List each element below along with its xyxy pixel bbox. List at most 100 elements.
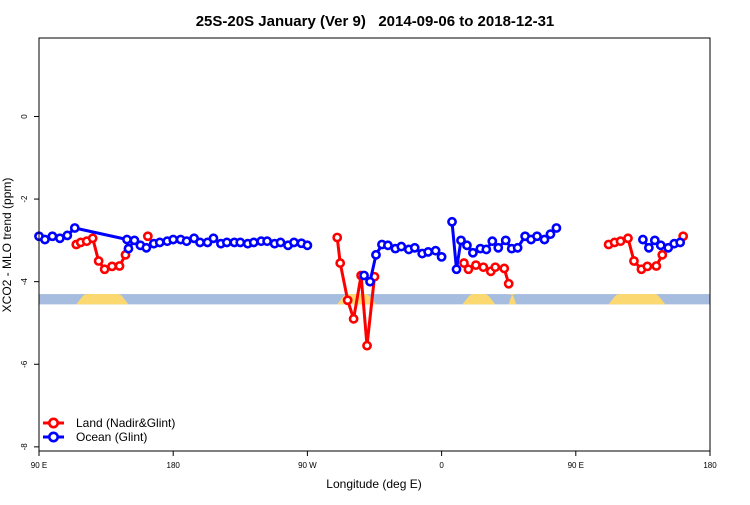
data-point [195, 237, 205, 248]
data-point [643, 242, 654, 253]
legend-marker [47, 417, 59, 429]
data-point [551, 223, 562, 233]
data-point [638, 234, 648, 245]
data-point [651, 261, 662, 271]
data-point [235, 237, 246, 248]
y-tick-label: -2 [20, 195, 29, 203]
data-point [462, 240, 472, 251]
y-axis: 0 -2 -4 -6 -8 [20, 114, 39, 451]
data-point [615, 236, 626, 247]
data-point [342, 295, 353, 306]
y-tick-label: -8 [20, 443, 29, 451]
data-point [545, 229, 556, 240]
data-point [478, 262, 489, 273]
data-point [459, 258, 469, 268]
x-axis-label: Longitude (deg E) [326, 477, 421, 491]
data-point [409, 242, 420, 253]
y-axis-label: XCO2 - MLO trend (ppm) [0, 178, 14, 313]
data-point [396, 241, 407, 252]
data-point [655, 240, 666, 251]
data-point [40, 234, 50, 245]
data-point [129, 235, 140, 246]
data-point [62, 230, 73, 241]
data-point [141, 242, 152, 253]
data-point [262, 236, 273, 247]
data-point [430, 245, 441, 256]
series-1 [34, 216, 686, 287]
data-point [383, 240, 393, 251]
x-tick-label: 180 [167, 461, 181, 470]
data-point [93, 256, 104, 266]
data-point [87, 233, 98, 244]
band-land [76, 294, 129, 305]
series-layer [34, 216, 689, 351]
data-point [463, 264, 474, 275]
data-point [642, 261, 653, 272]
plot-frame [38, 37, 711, 452]
data-point [468, 247, 478, 258]
x-tick-label: 180 [703, 461, 717, 470]
series-0 [71, 231, 689, 351]
legend: Land (Nadir&Glint)Ocean (Glint) [43, 416, 175, 444]
data-point [447, 216, 457, 227]
data-point [451, 264, 462, 275]
x-axis: 90 E 180 90 W 0 90 E 180 [31, 451, 717, 470]
data-point [649, 235, 660, 246]
data-point [623, 233, 633, 244]
data-point [487, 236, 498, 247]
y-tick-label: -6 [20, 360, 29, 368]
data-point [123, 243, 134, 254]
band-land [608, 294, 666, 305]
data-point [362, 340, 372, 351]
data-point [499, 263, 510, 274]
latitude-band [39, 294, 710, 305]
data-point [503, 278, 514, 289]
legend-label: Land (Nadir&Glint) [76, 416, 175, 430]
chart-title: 25S-20S January (Ver 9) 2014-09-06 to 20… [196, 13, 555, 30]
data-point [168, 234, 179, 245]
x-tick-label: 90 E [31, 461, 47, 470]
data-point [490, 262, 501, 273]
data-point [221, 237, 232, 248]
data-point [493, 242, 504, 253]
data-point [122, 234, 132, 245]
y-tick-label: -4 [20, 278, 29, 286]
data-point [289, 237, 299, 248]
x-tick-label: 0 [439, 461, 444, 470]
data-point [302, 240, 313, 251]
data-point [539, 234, 550, 245]
data-point [481, 244, 492, 255]
data-point [348, 313, 359, 324]
x-tick-label: 90 W [298, 461, 317, 470]
data-point [114, 261, 125, 271]
data-point [500, 235, 511, 246]
band-land [462, 294, 496, 305]
data-point [335, 258, 346, 268]
data-point [436, 251, 447, 262]
data-point [248, 237, 259, 248]
data-point [657, 249, 668, 260]
data-point [332, 232, 343, 243]
legend-label: Ocean (Glint) [76, 430, 147, 444]
data-point [54, 233, 65, 244]
data-point [181, 236, 192, 247]
legend-marker [47, 431, 59, 443]
band-land [507, 294, 518, 305]
data-point [371, 249, 381, 260]
y-tick-label: 0 [20, 114, 29, 119]
data-point [365, 276, 375, 287]
data-point [275, 237, 286, 248]
data-point [107, 261, 117, 272]
data-point [142, 231, 153, 242]
data-point [675, 237, 686, 248]
data-point [512, 242, 523, 253]
data-point [69, 223, 80, 233]
data-point [99, 264, 110, 275]
data-point [359, 270, 369, 281]
data-point [532, 231, 542, 242]
data-point [423, 247, 434, 257]
x-tick-label: 90 E [568, 461, 584, 470]
data-point [456, 235, 466, 246]
